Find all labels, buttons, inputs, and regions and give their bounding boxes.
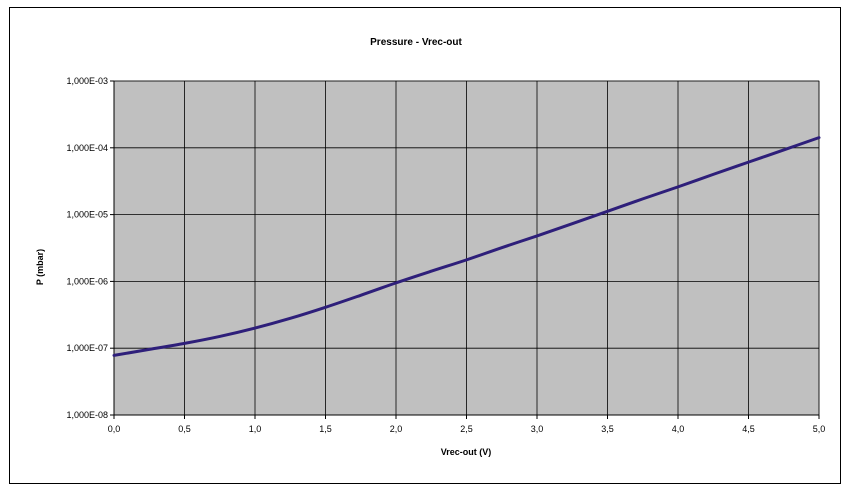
chart-frame: Pressure - Vrec-out 0,0 0,5 1,0 1,5 2,0 2,5 3,… — [9, 7, 841, 484]
y-axis: 1,000E-08 1,000E-07 1,000E-06 1,000E-05 1,00… — [66, 76, 115, 420]
x-tick-label: 1,5 — [319, 424, 332, 434]
y-tick-label: 1,000E-07 — [66, 343, 108, 353]
y-tick-label: 1,000E-03 — [66, 76, 108, 86]
horizontal-gridlines — [114, 80, 819, 349]
series-line — [112, 136, 821, 357]
x-tick-label: 0,5 — [178, 424, 191, 434]
y-axis-title: P (mbar) — [35, 249, 45, 285]
x-tick-label: 5,0 — [813, 424, 826, 434]
pressure-chart: Pressure - Vrec-out 0,0 0,5 1,0 1,5 2,0 2,5 3,… — [35, 37, 826, 457]
series-layer — [112, 136, 821, 357]
x-tick-label: 0,0 — [108, 424, 121, 434]
x-tick-label: 3,5 — [601, 424, 614, 434]
x-tick-label: 3,0 — [531, 424, 544, 434]
y-tick-label: 1,000E-04 — [66, 143, 108, 153]
x-tick-label: 4,5 — [742, 424, 755, 434]
x-tick-label: 1,0 — [249, 424, 262, 434]
y-tick-label: 1,000E-05 — [66, 210, 108, 220]
chart-title: Pressure - Vrec-out — [370, 37, 462, 48]
y-tick-label: 1,000E-08 — [66, 410, 108, 420]
x-tick-label: 2,0 — [390, 424, 403, 434]
x-tick-label: 4,0 — [672, 424, 685, 434]
x-tick-label: 2,5 — [460, 424, 473, 434]
x-axis: 0,0 0,5 1,0 1,5 2,0 2,5 3,0 3,5 4,0 4,5 5,0 — [108, 414, 826, 434]
y-tick-label: 1,000E-06 — [66, 276, 108, 286]
x-axis-title: Vrec-out (V) — [441, 447, 492, 457]
